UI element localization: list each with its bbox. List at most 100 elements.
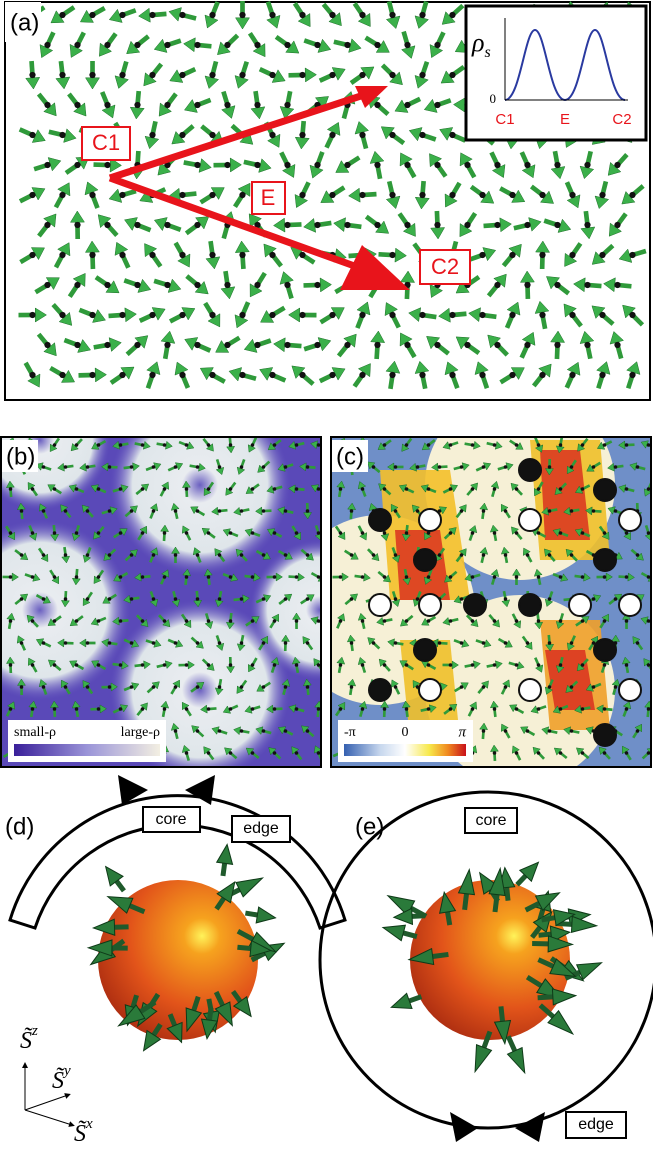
site xyxy=(603,707,607,711)
site xyxy=(254,282,260,288)
site xyxy=(273,751,277,755)
site xyxy=(229,663,233,667)
site xyxy=(224,342,230,348)
site xyxy=(130,553,134,557)
site xyxy=(592,597,596,601)
site xyxy=(464,162,470,168)
inset-ylabel-sub: s xyxy=(484,44,490,61)
vortex xyxy=(519,459,541,481)
spin-shaft xyxy=(245,913,257,915)
arrowhead xyxy=(450,1112,478,1142)
site xyxy=(625,487,629,491)
antivortex xyxy=(619,509,641,531)
site xyxy=(104,102,110,108)
site xyxy=(570,641,574,645)
site xyxy=(614,222,620,228)
site xyxy=(515,707,519,711)
site xyxy=(383,663,387,667)
site xyxy=(493,751,497,755)
site xyxy=(299,132,305,138)
site xyxy=(647,619,651,623)
axis-label: S̃y xyxy=(52,1063,71,1093)
inset-xtick: E xyxy=(560,111,570,128)
site xyxy=(554,222,560,228)
site xyxy=(74,282,80,288)
spin-head xyxy=(217,844,233,864)
site xyxy=(163,707,167,711)
site xyxy=(108,465,112,469)
site xyxy=(449,707,453,711)
site xyxy=(449,619,453,623)
site xyxy=(329,72,335,78)
site xyxy=(108,553,112,557)
inset-xtick: C1 xyxy=(495,111,514,128)
spin-shaft xyxy=(465,894,467,910)
site xyxy=(647,751,651,755)
site xyxy=(537,663,541,667)
site xyxy=(97,531,101,535)
site xyxy=(592,465,596,469)
site xyxy=(317,751,321,755)
site xyxy=(251,707,255,711)
spin-head xyxy=(256,907,275,923)
site xyxy=(185,663,189,667)
site xyxy=(152,553,156,557)
site xyxy=(97,443,101,447)
site xyxy=(262,685,266,689)
site xyxy=(614,162,620,168)
site xyxy=(559,443,563,447)
site xyxy=(559,707,563,711)
site xyxy=(74,162,80,168)
site xyxy=(629,312,635,318)
site xyxy=(314,222,320,228)
site xyxy=(299,12,305,18)
site xyxy=(295,575,299,579)
site xyxy=(75,707,79,711)
site xyxy=(603,751,607,755)
site xyxy=(603,575,607,579)
core-label: core xyxy=(475,812,506,829)
site xyxy=(548,641,552,645)
site xyxy=(20,597,24,601)
site xyxy=(207,707,211,711)
site xyxy=(494,282,500,288)
spin-shaft xyxy=(403,933,417,937)
site xyxy=(625,707,629,711)
antivortex xyxy=(369,594,391,616)
site xyxy=(361,575,365,579)
site xyxy=(471,707,475,711)
spin-shaft xyxy=(508,1036,515,1051)
site xyxy=(134,102,140,108)
spin-head xyxy=(383,925,405,940)
site xyxy=(163,619,167,623)
site xyxy=(251,751,255,755)
site xyxy=(194,342,200,348)
site xyxy=(273,487,277,491)
site xyxy=(141,531,145,535)
site xyxy=(229,619,233,623)
site xyxy=(329,372,335,378)
site xyxy=(86,641,90,645)
site xyxy=(599,252,605,258)
site xyxy=(524,222,530,228)
site xyxy=(119,192,125,198)
site xyxy=(179,252,185,258)
site xyxy=(207,487,211,491)
site xyxy=(239,192,245,198)
axis-sup: z xyxy=(31,1023,38,1039)
site xyxy=(599,312,605,318)
site xyxy=(405,531,409,535)
axis-label: S̃x xyxy=(74,1116,93,1146)
site xyxy=(559,619,563,623)
site xyxy=(359,312,365,318)
site xyxy=(647,531,651,535)
site xyxy=(20,641,24,645)
site xyxy=(581,487,585,491)
site xyxy=(196,553,200,557)
site xyxy=(372,641,376,645)
site xyxy=(141,575,145,579)
site xyxy=(493,487,497,491)
site xyxy=(329,132,335,138)
antivortex xyxy=(569,594,591,616)
site xyxy=(350,509,354,513)
